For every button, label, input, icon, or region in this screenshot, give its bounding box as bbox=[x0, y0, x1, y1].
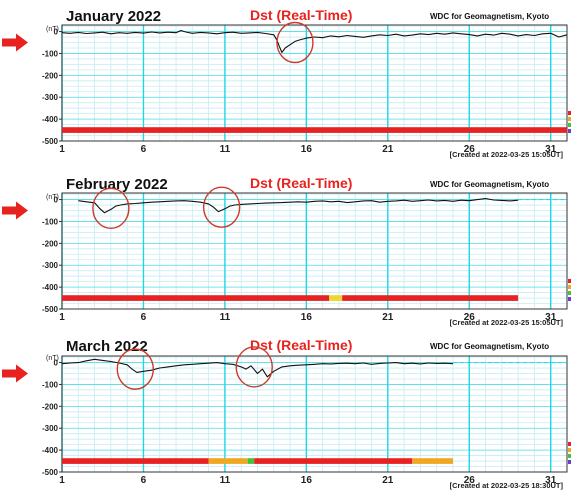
x-tick-label: 26 bbox=[464, 312, 476, 323]
x-tick-label: 6 bbox=[141, 144, 147, 155]
x-tick-label: 31 bbox=[545, 144, 557, 155]
dst-trace bbox=[61, 29, 568, 53]
quality-bar-segment bbox=[254, 458, 413, 464]
x-tick-label: 31 bbox=[545, 475, 557, 486]
plot-frame bbox=[61, 355, 568, 473]
legend-swatch bbox=[568, 285, 571, 289]
index-title: Dst (Real-Time) bbox=[250, 337, 352, 353]
x-tick-label: 21 bbox=[382, 312, 394, 323]
x-tick-label: 6 bbox=[141, 475, 147, 486]
quality-bar-segment bbox=[342, 295, 519, 301]
legend-swatch bbox=[568, 448, 571, 452]
unit-label: (nT) bbox=[46, 194, 59, 201]
created-timestamp: [Created at 2022-03-25 15:05UT] bbox=[450, 150, 564, 159]
x-tick-label: 21 bbox=[382, 144, 394, 155]
y-tick-label: -300 bbox=[42, 424, 59, 433]
x-tick-label: 1 bbox=[59, 144, 65, 155]
x-tick-label: 16 bbox=[301, 144, 313, 155]
arrow-marker bbox=[2, 364, 28, 383]
y-tick-label: -500 bbox=[42, 468, 59, 477]
y-tick-label: -100 bbox=[42, 217, 59, 226]
quality-bar-segment bbox=[247, 458, 255, 464]
arrow-marker bbox=[2, 201, 28, 220]
index-title: Dst (Real-Time) bbox=[250, 7, 352, 23]
arrow-marker bbox=[2, 33, 28, 52]
legend-swatch bbox=[568, 111, 571, 115]
quality-bar-segment bbox=[329, 295, 343, 301]
quality-bar-segment bbox=[62, 458, 209, 464]
created-timestamp: [Created at 2022-03-25 18:30UT] bbox=[450, 481, 564, 490]
x-tick-label: 16 bbox=[301, 312, 313, 323]
storm-circle bbox=[92, 187, 130, 230]
y-tick-label: -200 bbox=[42, 402, 59, 411]
panel-title: January 2022 bbox=[66, 8, 161, 25]
arrow-markers bbox=[2, 33, 28, 383]
y-tick-label: -300 bbox=[42, 261, 59, 270]
legend-swatch bbox=[568, 460, 571, 464]
dst-panel-january: January 2022 Dst (Real-Time) WDC for Geo… bbox=[42, 7, 571, 159]
y-tick-label: -100 bbox=[42, 49, 59, 58]
panel-title: March 2022 bbox=[66, 338, 148, 355]
legend-swatch bbox=[568, 291, 571, 295]
y-tick-label: -100 bbox=[42, 380, 59, 389]
y-tick-label: -500 bbox=[42, 137, 59, 146]
dst-trace bbox=[61, 358, 454, 378]
y-tick-label: -200 bbox=[42, 71, 59, 80]
quality-bar-segment bbox=[62, 295, 330, 301]
x-tick-label: 11 bbox=[220, 475, 231, 486]
dst-trace bbox=[78, 197, 519, 214]
quality-bar-segment bbox=[62, 127, 567, 133]
x-tick-label: 1 bbox=[59, 312, 65, 323]
x-tick-label: 16 bbox=[301, 475, 313, 486]
y-tick-label: -300 bbox=[42, 93, 59, 102]
storm-circle bbox=[276, 21, 314, 64]
x-tick-label: 31 bbox=[545, 312, 557, 323]
quality-bar-segment bbox=[412, 458, 453, 464]
source-label: WDC for Geomagnetism, Kyoto bbox=[430, 342, 549, 351]
x-tick-label: 11 bbox=[220, 312, 231, 323]
legend-swatch bbox=[568, 279, 571, 283]
x-tick-label: 21 bbox=[382, 475, 394, 486]
dst-panel-february: February 2022 Dst (Real-Time) WDC for Ge… bbox=[42, 175, 571, 327]
dst-panel-march: March 2022 Dst (Real-Time) WDC for Geoma… bbox=[42, 337, 571, 490]
x-tick-label: 6 bbox=[141, 312, 147, 323]
legend-swatch bbox=[568, 297, 571, 301]
legend-swatch bbox=[568, 442, 571, 446]
x-tick-label: 26 bbox=[464, 144, 476, 155]
legend-swatch bbox=[568, 129, 571, 133]
y-tick-label: 0 bbox=[54, 359, 59, 368]
quality-bar-segment bbox=[208, 458, 248, 464]
y-tick-label: -400 bbox=[42, 115, 59, 124]
plot-frame bbox=[61, 24, 568, 142]
unit-label: (nT) bbox=[46, 26, 59, 33]
source-label: WDC for Geomagnetism, Kyoto bbox=[430, 180, 549, 189]
unit-label: (nT) bbox=[46, 355, 59, 362]
legend-swatch bbox=[568, 454, 571, 458]
storm-circle bbox=[116, 348, 155, 390]
x-tick-label: 11 bbox=[220, 144, 231, 155]
created-timestamp: [Created at 2022-03-25 15:05UT] bbox=[450, 318, 564, 327]
storm-circle bbox=[202, 186, 241, 228]
y-tick-label: -400 bbox=[42, 283, 59, 292]
legend-swatch bbox=[568, 117, 571, 121]
plot-frame bbox=[61, 192, 568, 310]
x-tick-label: 26 bbox=[464, 475, 476, 486]
y-tick-label: 0 bbox=[54, 28, 59, 37]
y-tick-label: -200 bbox=[42, 239, 59, 248]
panel-title: February 2022 bbox=[66, 176, 168, 193]
x-tick-label: 1 bbox=[59, 475, 65, 486]
storm-circle bbox=[235, 346, 273, 388]
y-tick-label: -400 bbox=[42, 446, 59, 455]
y-tick-label: 0 bbox=[54, 196, 59, 205]
y-tick-label: -500 bbox=[42, 305, 59, 314]
source-label: WDC for Geomagnetism, Kyoto bbox=[430, 12, 549, 21]
index-title: Dst (Real-Time) bbox=[250, 175, 352, 191]
legend-swatch bbox=[568, 123, 571, 127]
